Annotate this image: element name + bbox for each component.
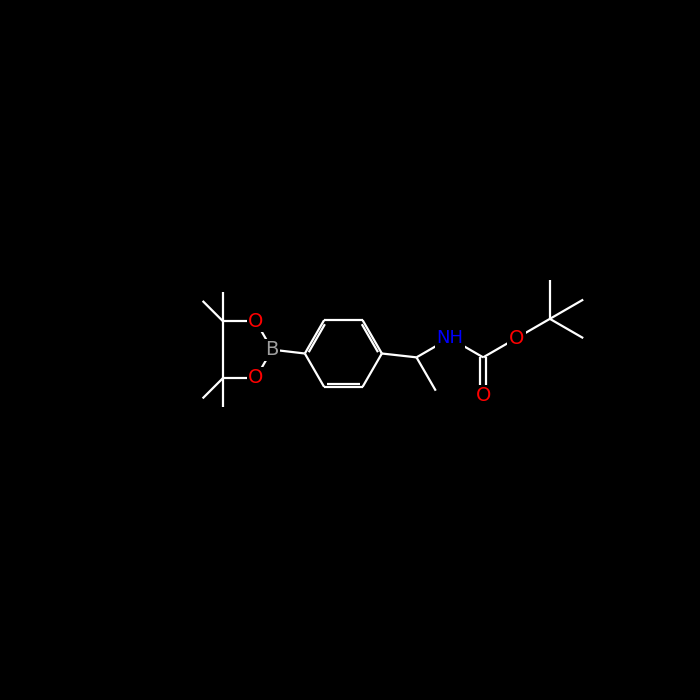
Text: NH: NH: [436, 329, 463, 347]
Text: O: O: [509, 328, 524, 348]
Text: B: B: [265, 340, 279, 359]
Text: O: O: [248, 368, 263, 388]
Text: O: O: [475, 386, 491, 405]
Text: O: O: [248, 312, 263, 331]
